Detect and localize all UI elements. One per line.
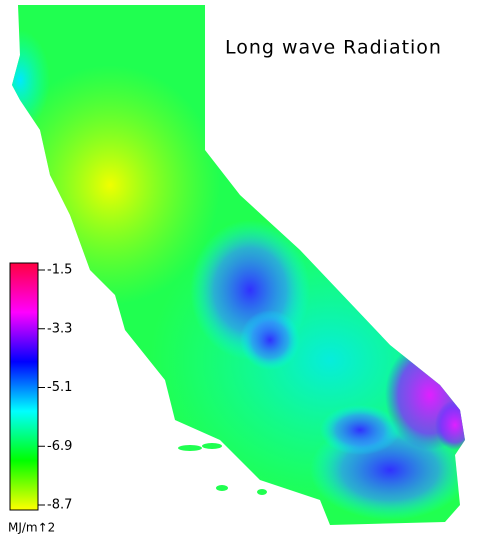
colorbar-unit: MJ/m↑2 <box>8 521 55 535</box>
colorbar-tick-label: -6.9 <box>47 439 72 454</box>
islands <box>178 443 267 495</box>
map-title: Long wave Radiation <box>225 37 442 59</box>
colorbar <box>9 262 39 511</box>
colorbar-tick-label: -5.1 <box>47 380 72 395</box>
colorbar-tick-label: -3.3 <box>47 321 72 336</box>
colorbar-tick-label: -1.5 <box>47 263 72 278</box>
colorbar-tick-label: -8.7 <box>47 498 72 513</box>
